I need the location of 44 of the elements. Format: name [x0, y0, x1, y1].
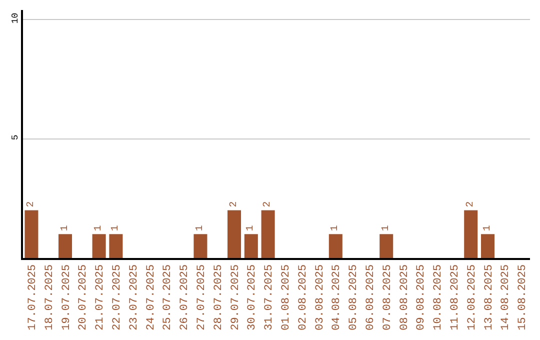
x-tick-label: 07.08.2025 [382, 264, 394, 330]
x-tick-label: 09.08.2025 [416, 264, 428, 330]
x-tick-label: 01.08.2025 [280, 264, 293, 330]
data-label: 1 [246, 225, 257, 232]
x-tick-label: 05.08.2025 [348, 264, 360, 330]
x-tick-label: 08.08.2025 [398, 264, 411, 330]
x-tick-label: 23.07.2025 [128, 264, 140, 330]
x-tick-label: 20.07.2025 [78, 264, 90, 330]
x-tick-label: 25.07.2025 [162, 264, 174, 330]
x-tick-label: 29.07.2025 [230, 264, 242, 330]
data-label: 2 [262, 201, 274, 208]
x-tick-label: 30.07.2025 [246, 264, 259, 330]
data-label: 2 [465, 201, 476, 208]
x-tick-label: 13.08.2025 [483, 264, 496, 330]
x-tick-label: 18.07.2025 [44, 264, 56, 330]
data-label: 1 [110, 225, 122, 232]
x-tick-label: 26.07.2025 [179, 264, 192, 330]
x-tick-label: 03.08.2025 [314, 264, 326, 330]
y-tick-label: 5 [10, 134, 20, 140]
data-label: 1 [94, 225, 105, 232]
data-label: 1 [194, 225, 206, 232]
y-tick-label: 10 [10, 12, 20, 24]
x-tick-label: 06.08.2025 [365, 264, 378, 330]
x-tick-label: 02.08.2025 [297, 264, 310, 330]
data-label: 2 [26, 201, 37, 208]
data-label: 1 [380, 225, 392, 232]
x-tick-label: 19.07.2025 [60, 264, 73, 330]
x-tick-label: 31.07.2025 [264, 264, 276, 330]
x-tick-label: 24.07.2025 [145, 264, 158, 330]
x-tick-label: 11.08.2025 [450, 264, 462, 330]
x-tick-label: 17.07.2025 [27, 264, 40, 330]
x-tick-label: 04.08.2025 [331, 264, 344, 330]
x-tick-label: 27.07.2025 [196, 264, 208, 330]
x-tick-label: 21.07.2025 [94, 264, 107, 330]
x-tick-label: 22.07.2025 [112, 264, 124, 330]
data-label: 1 [60, 225, 71, 232]
x-tick-label: 10.08.2025 [432, 264, 445, 330]
x-tick-label: 12.08.2025 [466, 264, 478, 330]
x-tick-label: 15.08.2025 [517, 264, 530, 330]
x-tick-label: 14.08.2025 [500, 264, 512, 330]
data-label: 1 [482, 225, 494, 232]
x-tick-label: 28.07.2025 [212, 264, 225, 330]
data-label: 2 [228, 201, 240, 208]
data-label: 1 [330, 225, 342, 232]
